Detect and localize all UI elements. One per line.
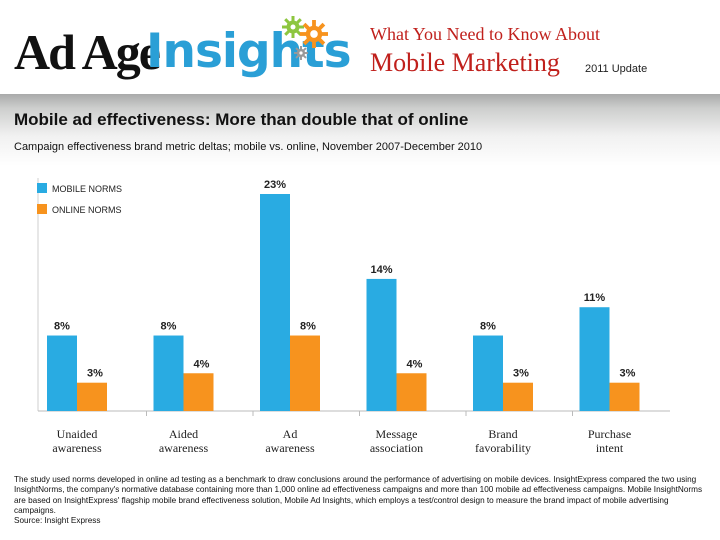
mobile-bar-message-association: [366, 278, 397, 411]
mobile-data-label: 14%: [370, 264, 392, 276]
online-bar-purchase-intent: [609, 382, 640, 411]
gear-icon-green: [282, 16, 304, 38]
mobile-bar-unaided-awareness: [47, 335, 77, 411]
category-label-brand-favorability: Brand favorability: [475, 427, 531, 455]
mobile-data-label: 8%: [54, 321, 70, 333]
logo-ad-age-text: Ad Age: [14, 24, 161, 80]
online-data-label: 3%: [513, 368, 529, 380]
footnote: The study used norms developed in online…: [14, 475, 704, 526]
category-label-aided-awareness: Aided awareness: [159, 427, 209, 455]
online-bar-brand-favorability: [503, 382, 533, 411]
online-bar-ad-awareness: [290, 335, 320, 411]
legend-swatch-online-norms: [37, 204, 47, 214]
chart-subtitle: Campaign effectiveness brand metric delt…: [14, 141, 483, 153]
online-data-label: 4%: [407, 358, 423, 370]
ad-age-insights-logo: Ad Age Insights: [14, 16, 352, 82]
online-bar-unaided-awareness: [77, 382, 107, 411]
category-label-unaided-awareness: Unaided awareness: [52, 427, 102, 455]
category-label-purchase-intent: Purchase intent: [588, 427, 631, 455]
footnote-source: Source: Insight Express: [14, 516, 101, 526]
online-data-label: 4%: [194, 358, 210, 370]
online-data-label: 3%: [620, 368, 636, 380]
mobile-bar-purchase-intent: [579, 307, 610, 411]
chart-title: Mobile ad effectiveness: More than doubl…: [14, 110, 469, 129]
mobile-bar-aided-awareness: [153, 335, 184, 411]
legend-swatch-mobile-norms: [37, 183, 47, 193]
legend-label-online-norms: ONLINE NORMS: [52, 205, 122, 215]
header-update-label: 2011 Update: [585, 63, 648, 75]
header-top-line: What You Need to Know About: [370, 24, 600, 44]
mobile-bar-brand-favorability: [473, 335, 503, 411]
mobile-data-label: 23%: [264, 179, 286, 191]
mobile-data-label: 8%: [480, 321, 496, 333]
gear-icon-gray: [294, 46, 308, 60]
footnote-text: The study used norms developed in online…: [14, 475, 703, 515]
online-bar-message-association: [396, 373, 427, 411]
legend-label-mobile-norms: MOBILE NORMS: [52, 184, 122, 194]
category-label-message-association: Message association: [370, 427, 423, 455]
mobile-bar-ad-awareness: [260, 194, 290, 411]
bar-chart: 8% 3% Unaided awareness 8% 4% Aided awareness 23…: [37, 178, 670, 455]
mobile-data-label: 11%: [584, 292, 606, 304]
online-data-label: 8%: [300, 321, 316, 333]
gear-icon-orange: [300, 20, 328, 48]
mobile-data-label: 8%: [161, 321, 177, 333]
header-main-title: Mobile Marketing: [370, 48, 560, 77]
online-bar-aided-awareness: [183, 373, 214, 411]
online-data-label: 3%: [87, 368, 103, 380]
title-band: [0, 94, 720, 166]
category-label-ad-awareness: Ad awareness: [265, 427, 315, 455]
